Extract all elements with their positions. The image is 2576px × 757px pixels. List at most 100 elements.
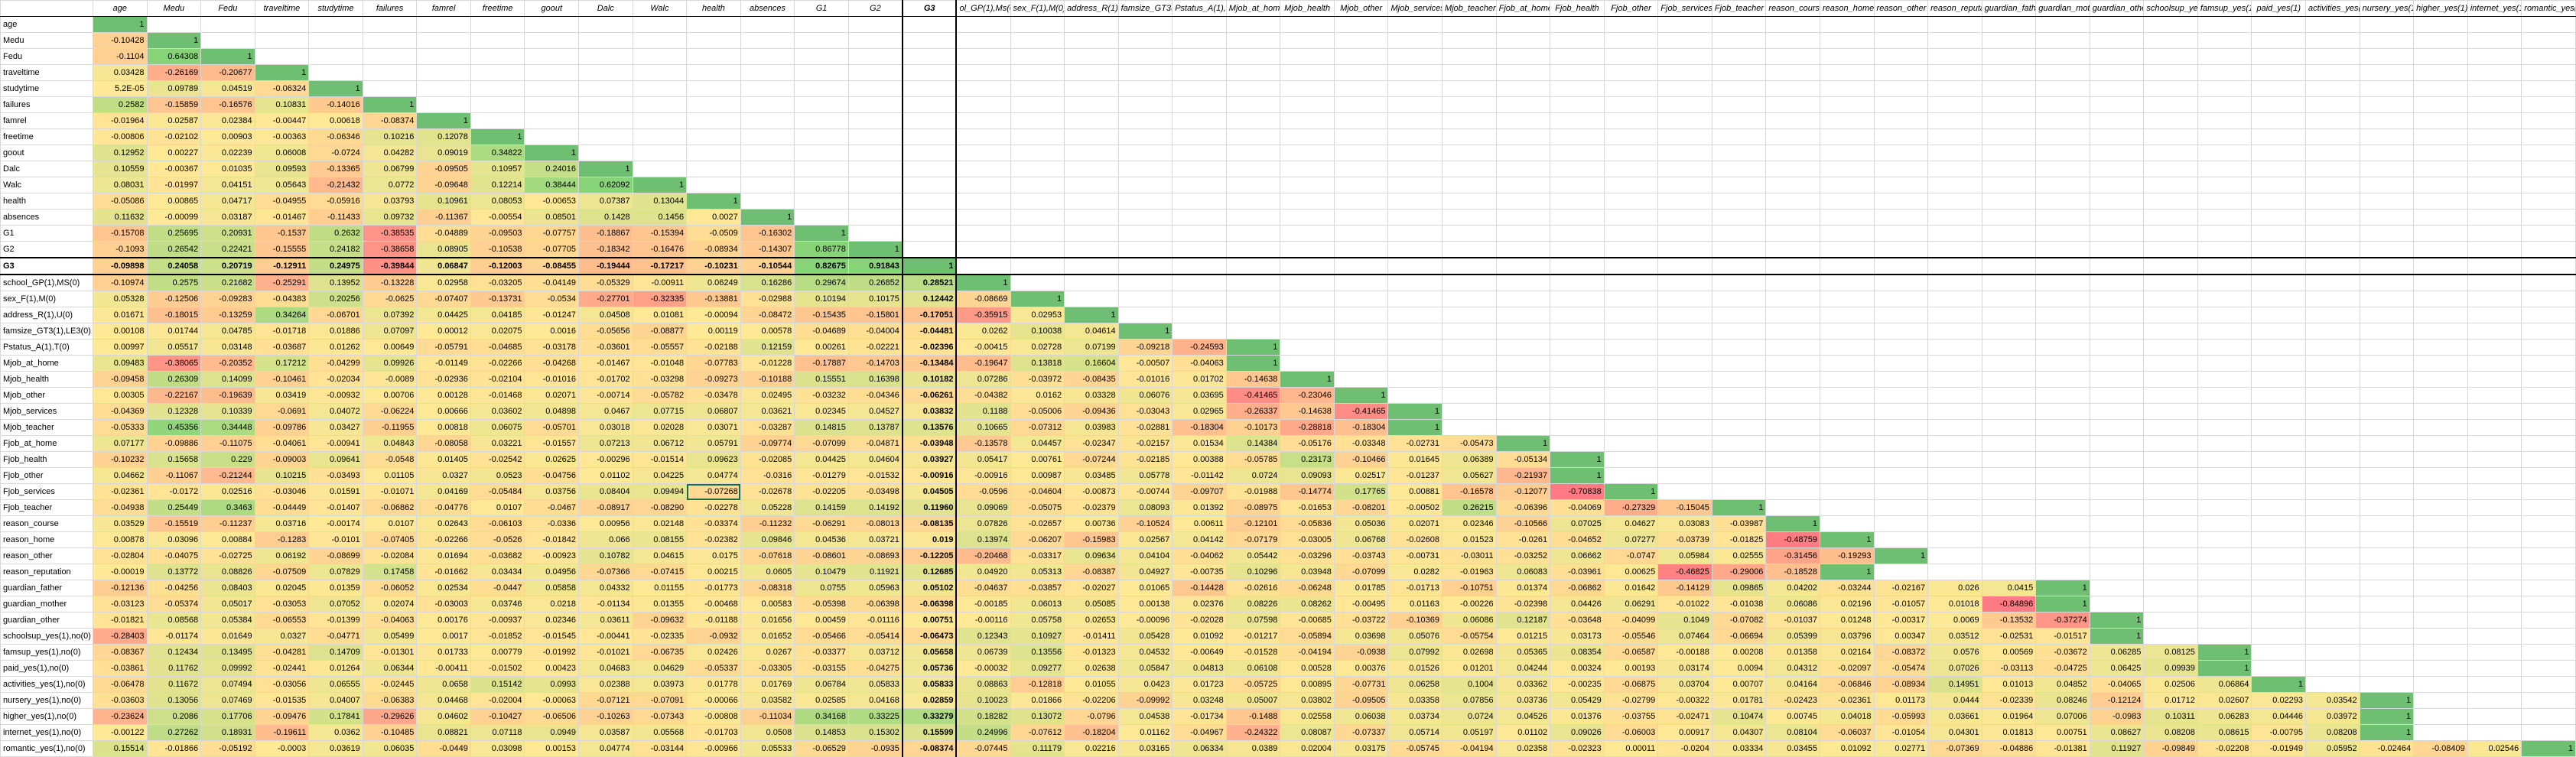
matrix-cell[interactable]: 0.06192 — [254, 547, 310, 564]
matrix-cell[interactable] — [1117, 112, 1173, 129]
matrix-cell[interactable] — [2143, 547, 2198, 564]
matrix-cell[interactable] — [1657, 483, 1712, 500]
matrix-cell[interactable]: 0.07118 — [470, 724, 525, 741]
matrix-cell[interactable]: 0.00108 — [92, 323, 148, 340]
matrix-cell[interactable]: -0.08934 — [686, 241, 741, 258]
matrix-cell[interactable] — [2413, 692, 2468, 709]
matrix-cell[interactable]: 0.00388 — [1172, 451, 1227, 468]
matrix-cell[interactable] — [1442, 32, 1497, 49]
matrix-cell[interactable]: 0.03587 — [578, 724, 633, 741]
matrix-cell[interactable] — [1765, 145, 1820, 161]
matrix-cell[interactable]: 0.1049 — [1657, 612, 1712, 629]
matrix-cell[interactable]: 0.04774 — [578, 740, 633, 757]
matrix-cell[interactable] — [1927, 435, 1982, 452]
matrix-cell[interactable] — [632, 48, 688, 65]
matrix-cell[interactable] — [1603, 419, 1659, 436]
matrix-cell[interactable] — [1495, 80, 1551, 97]
matrix-cell[interactable] — [1225, 225, 1281, 242]
matrix-cell[interactable]: -0.02084 — [362, 547, 418, 564]
matrix-cell[interactable] — [2413, 16, 2468, 33]
matrix-cell[interactable] — [2143, 371, 2198, 388]
column-header[interactable]: reason_other — [1873, 0, 1929, 17]
column-header[interactable]: internet_yes(1) — [2467, 0, 2522, 17]
matrix-cell[interactable] — [200, 32, 255, 49]
matrix-cell[interactable]: 0.04615 — [632, 547, 688, 564]
matrix-cell[interactable] — [1280, 241, 1335, 258]
matrix-cell[interactable] — [1927, 48, 1982, 65]
matrix-cell[interactable] — [2089, 499, 2145, 516]
matrix-cell[interactable]: 0.08568 — [146, 612, 202, 629]
matrix-cell[interactable]: -0.04194 — [1280, 644, 1335, 661]
matrix-cell[interactable] — [2305, 596, 2360, 612]
matrix-cell[interactable]: 0.2086 — [146, 708, 202, 725]
matrix-cell[interactable]: -0.03972 — [1010, 371, 1065, 388]
matrix-cell[interactable]: 0.04164 — [1765, 676, 1820, 693]
matrix-cell[interactable]: -0.05474 — [1873, 660, 1929, 677]
matrix-cell[interactable]: -0.00932 — [308, 387, 363, 404]
matrix-cell[interactable] — [2089, 112, 2145, 129]
matrix-cell[interactable]: -0.12077 — [1495, 483, 1551, 500]
matrix-cell[interactable] — [1711, 451, 1767, 468]
matrix-cell[interactable]: 0.2575 — [146, 274, 202, 291]
matrix-cell[interactable] — [1495, 161, 1551, 177]
matrix-cell[interactable] — [416, 16, 471, 33]
matrix-cell[interactable]: 0.01163 — [1387, 596, 1443, 612]
matrix-cell[interactable] — [2521, 225, 2576, 242]
matrix-cell[interactable] — [2467, 387, 2522, 404]
matrix-cell[interactable] — [2521, 177, 2576, 193]
matrix-cell[interactable] — [1225, 16, 1281, 33]
matrix-cell[interactable] — [1711, 371, 1767, 388]
matrix-cell[interactable] — [794, 145, 849, 161]
matrix-cell[interactable]: -0.02004 — [470, 692, 525, 709]
matrix-cell[interactable] — [2197, 80, 2252, 97]
matrix-cell[interactable] — [1172, 128, 1227, 145]
matrix-cell[interactable] — [2143, 257, 2198, 275]
matrix-cell[interactable] — [1873, 291, 1929, 307]
matrix-cell[interactable]: 0.03611 — [578, 612, 633, 629]
matrix-cell[interactable]: -0.00923 — [524, 547, 580, 564]
matrix-cell[interactable]: -0.18528 — [1765, 564, 1820, 580]
matrix-cell[interactable]: 1 — [1495, 435, 1551, 452]
matrix-cell[interactable] — [2521, 355, 2576, 372]
matrix-cell[interactable]: 0.06035 — [362, 740, 418, 757]
matrix-cell[interactable] — [2521, 644, 2576, 661]
matrix-cell[interactable]: 0.08031 — [92, 177, 148, 193]
matrix-cell[interactable]: 0.33279 — [901, 708, 958, 725]
matrix-cell[interactable]: -0.14129 — [1657, 580, 1712, 596]
matrix-cell[interactable]: -0.04268 — [524, 355, 580, 372]
matrix-cell[interactable]: 0.02506 — [2143, 676, 2198, 693]
column-header[interactable]: ol_GP(1),Ms(0) — [955, 0, 1011, 17]
matrix-cell[interactable] — [1819, 64, 1875, 81]
matrix-cell[interactable]: 0.04425 — [794, 451, 849, 468]
matrix-cell[interactable] — [2143, 16, 2198, 33]
matrix-cell[interactable]: -0.22167 — [146, 387, 202, 404]
matrix-cell[interactable] — [740, 32, 795, 49]
matrix-cell[interactable]: 0.06864 — [2197, 676, 2252, 693]
matrix-cell[interactable]: -0.0724 — [308, 145, 363, 161]
matrix-cell[interactable]: -0.06529 — [794, 740, 849, 757]
matrix-cell[interactable]: 0.03187 — [200, 209, 255, 226]
matrix-cell[interactable]: 0.09846 — [740, 531, 795, 548]
matrix-cell[interactable]: -0.00122 — [92, 724, 148, 741]
matrix-cell[interactable] — [2305, 64, 2360, 81]
matrix-cell[interactable] — [1603, 161, 1659, 177]
matrix-cell[interactable] — [1387, 225, 1443, 242]
matrix-cell[interactable] — [686, 80, 741, 97]
matrix-cell[interactable] — [1819, 177, 1875, 193]
matrix-cell[interactable] — [1010, 128, 1065, 145]
matrix-cell[interactable] — [2359, 628, 2415, 645]
matrix-cell[interactable] — [2089, 435, 2145, 452]
matrix-cell[interactable]: 0.00618 — [308, 112, 363, 129]
matrix-cell[interactable]: 0.33225 — [847, 708, 903, 725]
matrix-cell[interactable] — [2467, 692, 2522, 709]
matrix-cell[interactable]: -0.02936 — [416, 371, 471, 388]
matrix-cell[interactable] — [2035, 323, 2090, 340]
matrix-cell[interactable]: -0.0796 — [1064, 708, 1119, 725]
matrix-cell[interactable]: -0.07705 — [524, 241, 580, 258]
matrix-cell[interactable] — [1711, 403, 1767, 420]
matrix-cell[interactable]: 0.03221 — [470, 435, 525, 452]
column-header[interactable]: goout — [524, 0, 580, 17]
matrix-cell[interactable] — [1064, 145, 1119, 161]
matrix-cell[interactable]: -0.18015 — [146, 307, 202, 323]
matrix-cell[interactable] — [1442, 177, 1497, 193]
